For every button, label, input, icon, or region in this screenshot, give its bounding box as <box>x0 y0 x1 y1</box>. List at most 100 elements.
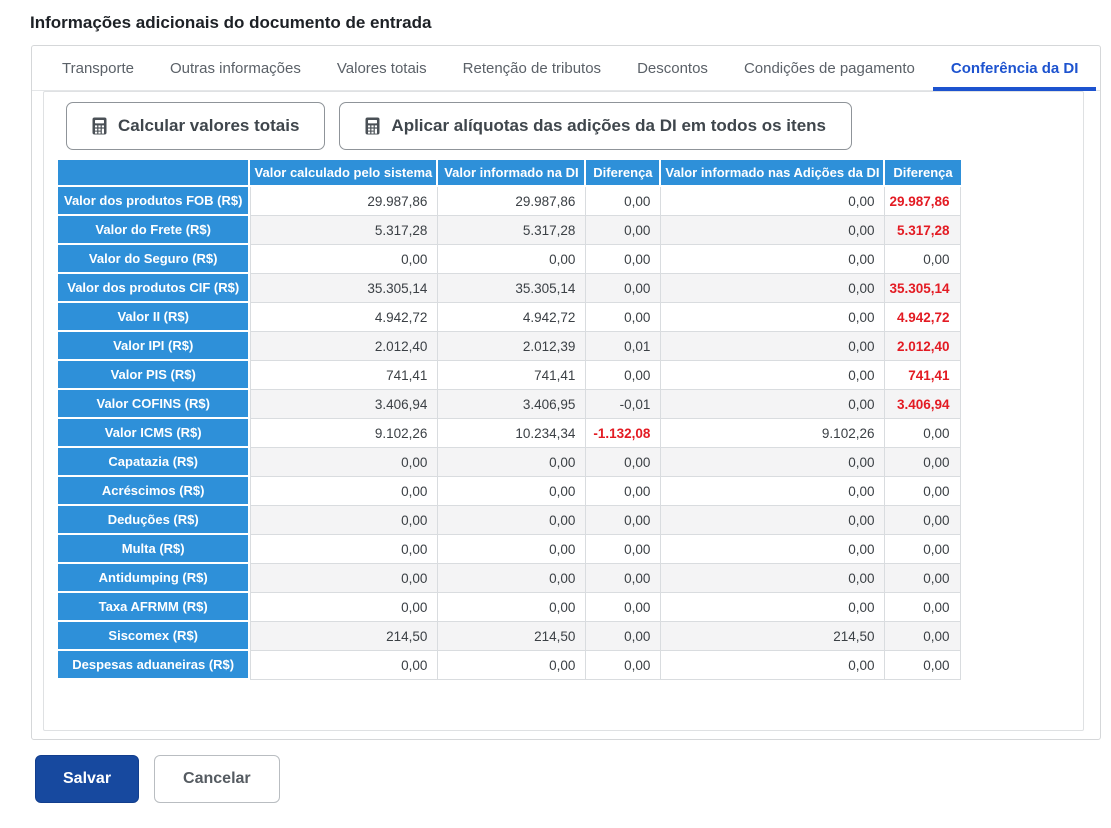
cell-value: 0,00 <box>250 506 439 535</box>
row-label-valor-ipi-r: Valor IPI (R$) <box>58 332 251 361</box>
column-header-valor-informado-nas-adicoes-da-di-4: Valor informado nas Adições da DI <box>661 160 886 187</box>
toolbar: Calcular valores totais Aplicar alíquota… <box>57 102 1071 150</box>
tab-descontos[interactable]: Descontos <box>637 59 708 77</box>
cell-value: 4.942,72 <box>438 303 587 332</box>
cell-value: 0,00 <box>438 535 587 564</box>
cell-value: 0,00 <box>438 477 587 506</box>
cell-value: 0,00 <box>586 303 662 332</box>
di-conference-table: Valor calculado pelo sistema Valor inform… <box>58 160 961 680</box>
cell-value: 0,00 <box>885 535 961 564</box>
table-row: Valor IPI (R$) 2.012,40 2.012,39 0,01 0,00 2.… <box>58 332 961 361</box>
cell-value: 0,00 <box>586 245 662 274</box>
table-header-row: Valor calculado pelo sistema Valor inform… <box>58 160 961 187</box>
table-row: Valor PIS (R$) 741,41 741,41 0,00 0,00 741,41 <box>58 361 961 390</box>
cell-value: 0,00 <box>885 419 961 448</box>
tab-outras-informacoes[interactable]: Outras informações <box>169 59 301 77</box>
cell-value: 214,50 <box>661 622 886 651</box>
apply-di-rates-label: Aplicar alíquotas das adições da DI em t… <box>391 116 826 135</box>
cell-value: 0,00 <box>438 245 587 274</box>
cell-value: 0,00 <box>661 187 886 216</box>
cell-value: 29.987,86 <box>438 187 587 216</box>
calculator-icon <box>365 117 380 135</box>
cell-value: 0,00 <box>661 535 886 564</box>
additional-info-panel: Transporte Outras informações Valores tota… <box>31 45 1101 740</box>
tab-transporte[interactable]: Transporte <box>62 59 134 77</box>
cell-value: 0,00 <box>586 535 662 564</box>
row-label-despesas-aduaneiras-r: Despesas aduaneiras (R$) <box>58 651 251 680</box>
tab-conferencia-da-di[interactable]: Conferência da DI <box>932 46 1097 91</box>
column-header-diferenca-5: Diferença <box>885 160 961 187</box>
tab-condicoes-de-pagamento[interactable]: Condições de pagamento <box>743 59 915 77</box>
row-label-valor-pis-r: Valor PIS (R$) <box>58 361 251 390</box>
calculate-totals-label: Calcular valores totais <box>118 116 300 135</box>
cell-value: 0,00 <box>885 448 961 477</box>
table-row: Capatazia (R$) 0,00 0,00 0,00 0,00 0,00 <box>58 448 961 477</box>
cell-value: 0,00 <box>250 448 439 477</box>
cell-value: 0,00 <box>661 274 886 303</box>
row-label-multa-r: Multa (R$) <box>58 535 251 564</box>
cell-value: 5.317,28 <box>250 216 439 245</box>
row-label-antidumping-r: Antidumping (R$) <box>58 564 251 593</box>
cell-value: 5.317,28 <box>885 216 961 245</box>
row-label-capatazia-r: Capatazia (R$) <box>58 448 251 477</box>
cell-value: 0,00 <box>661 216 886 245</box>
save-button[interactable]: Salvar <box>35 755 140 803</box>
row-label-valor-ii-r: Valor II (R$) <box>58 303 251 332</box>
form-footer: Salvar Cancelar <box>35 755 1111 803</box>
cell-value: -1.132,08 <box>586 419 662 448</box>
row-label-valor-icms-r: Valor ICMS (R$) <box>58 419 251 448</box>
cell-value: 0,00 <box>250 593 439 622</box>
row-label-valor-dos-produtos-cif-r: Valor dos produtos CIF (R$) <box>58 274 251 303</box>
table-row: Valor II (R$) 4.942,72 4.942,72 0,00 0,00 4.9… <box>58 303 961 332</box>
table-row: Multa (R$) 0,00 0,00 0,00 0,00 0,00 <box>58 535 961 564</box>
row-label-acrescimos-r: Acréscimos (R$) <box>58 477 251 506</box>
cell-value: 0,00 <box>885 651 961 680</box>
table-row: Valor dos produtos CIF (R$) 35.305,14 35.3… <box>58 274 961 303</box>
row-label-siscomex-r: Siscomex (R$) <box>58 622 251 651</box>
cell-value: 0,00 <box>250 477 439 506</box>
apply-di-rates-button[interactable]: Aplicar alíquotas das adições da DI em t… <box>339 102 852 150</box>
cell-value: 741,41 <box>885 361 961 390</box>
cell-value: 0,00 <box>661 477 886 506</box>
row-label-taxa-afrmm-r: Taxa AFRMM (R$) <box>58 593 251 622</box>
cell-value: 0,00 <box>661 651 886 680</box>
cell-value: 35.305,14 <box>438 274 587 303</box>
cell-value: -0,01 <box>586 390 662 419</box>
cell-value: 2.012,40 <box>885 332 961 361</box>
column-header-empty <box>58 160 251 187</box>
cancel-button[interactable]: Cancelar <box>154 755 280 803</box>
cell-value: 29.987,86 <box>250 187 439 216</box>
cell-value: 0,00 <box>250 564 439 593</box>
cell-value: 3.406,94 <box>250 390 439 419</box>
table-row: Valor ICMS (R$) 9.102,26 10.234,34 -1.132,0… <box>58 419 961 448</box>
table-row: Deduções (R$) 0,00 0,00 0,00 0,00 0,00 <box>58 506 961 535</box>
cell-value: 0,00 <box>586 651 662 680</box>
cell-value: 0,00 <box>438 506 587 535</box>
cell-value: 35.305,14 <box>250 274 439 303</box>
cell-value: 0,00 <box>586 622 662 651</box>
cell-value: 0,00 <box>661 390 886 419</box>
cell-value: 0,00 <box>438 651 587 680</box>
row-label-valor-cofins-r: Valor COFINS (R$) <box>58 390 251 419</box>
table-row: Valor do Seguro (R$) 0,00 0,00 0,00 0,00 0,00 <box>58 245 961 274</box>
cell-value: 0,00 <box>661 303 886 332</box>
cell-value: 0,00 <box>661 448 886 477</box>
table-row: Valor COFINS (R$) 3.406,94 3.406,95 -0,01 0,… <box>58 390 961 419</box>
cell-value: 741,41 <box>438 361 587 390</box>
tab-retencao-de-tributos[interactable]: Retenção de tributos <box>462 59 602 77</box>
tab-bar: Transporte Outras informações Valores tota… <box>32 46 1100 91</box>
page-title: Informações adicionais do documento de e… <box>30 13 432 32</box>
cell-value: 0,00 <box>250 651 439 680</box>
cell-value: 0,00 <box>250 535 439 564</box>
cell-value: 0,00 <box>586 361 662 390</box>
cell-value: 0,00 <box>885 593 961 622</box>
cell-value: 29.987,86 <box>885 187 961 216</box>
cell-value: 0,00 <box>586 448 662 477</box>
tab-valores-totais[interactable]: Valores totais <box>336 59 427 77</box>
cell-value: 2.012,39 <box>438 332 587 361</box>
calculate-totals-button[interactable]: Calcular valores totais <box>66 102 326 150</box>
row-label-deducoes-r: Deduções (R$) <box>58 506 251 535</box>
table-row: Despesas aduaneiras (R$) 0,00 0,00 0,00 0,00… <box>58 651 961 680</box>
cell-value: 214,50 <box>438 622 587 651</box>
cell-value: 9.102,26 <box>661 419 886 448</box>
